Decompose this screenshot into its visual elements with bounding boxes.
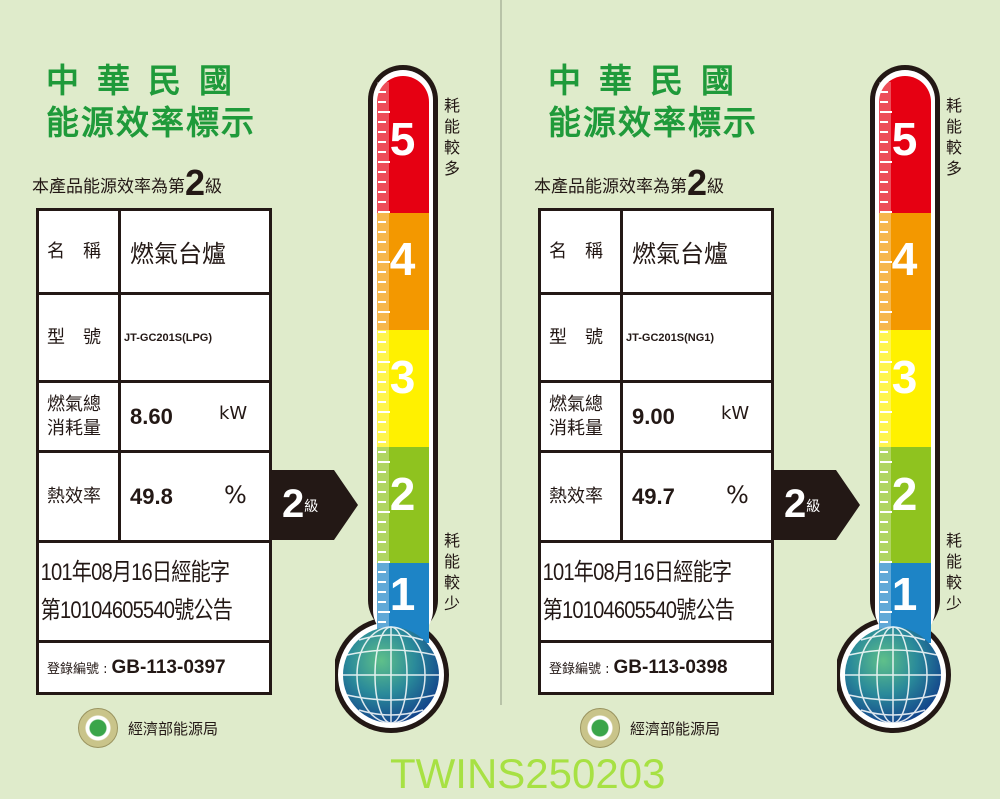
notice-line-1: 101年08月16日經能字 (542, 558, 732, 586)
model-value: JT-GC201S(NG1) (626, 331, 715, 344)
row-notice: 101年08月16日經能字 第10104605540號公告 (39, 543, 269, 643)
title-line-2: 能源效率標示 (46, 103, 256, 142)
grade-statement: 本產品能源效率為第2級 (32, 162, 222, 204)
row-model: 型 號 JT-GC201S(LPG) (39, 295, 269, 383)
efficiency-value: 49.8 (130, 483, 173, 509)
registration-label: 登錄編號 : (47, 661, 108, 677)
scale-1: 1 (891, 568, 918, 620)
grade-arrow-icon (774, 470, 860, 540)
scale-4: 4 (389, 233, 416, 285)
consumption-cell: 9.00 kW (626, 383, 771, 450)
grade-suffix: 級 (205, 177, 223, 197)
bureau-name: 經濟部能源局 (630, 719, 721, 738)
scale-3: 3 (389, 351, 416, 403)
spec-table: 名 稱 燃氣台爐 型 號 JT-GC201S(LPG) 燃氣總消耗量 8.60 k… (36, 208, 272, 695)
grade-arrow-text: 2級 (784, 482, 820, 527)
grade-value: 2 (687, 162, 708, 203)
name-value: 燃氣台爐 (130, 240, 226, 268)
label-divider (500, 0, 502, 705)
scale-4: 4 (891, 233, 918, 285)
efficiency-cell: 49.7% (626, 453, 771, 540)
row-consumption: 燃氣總消耗量 9.00 kW (541, 383, 771, 453)
efficiency-label: 熱效率 (541, 453, 623, 540)
consumption-label: 燃氣總消耗量 (39, 383, 121, 450)
row-efficiency: 熱效率 49.8% (39, 453, 269, 543)
arrow-grade: 2 (282, 482, 305, 526)
consumption-value: 9.00 (632, 403, 675, 429)
spec-table: 名 稱 燃氣台爐 型 號 JT-GC201S(NG1) 燃氣總消耗量 9.00 k… (538, 208, 774, 695)
bureau-seal-icon (78, 708, 118, 748)
registration-label: 登錄編號 : (549, 661, 610, 677)
model-label: 型 號 (541, 295, 623, 380)
more-consumption-text: 耗能較多 (444, 96, 461, 178)
efficiency-label: 熱效率 (39, 453, 121, 540)
registration-value: GB-113-0398 (613, 656, 728, 678)
efficiency-value: 49.7 (632, 483, 675, 509)
title-line-2: 能源效率標示 (548, 103, 758, 142)
title-line-1: 中華民國 (548, 61, 752, 100)
bureau-seal-icon (580, 708, 620, 748)
thermometer-graphic (333, 65, 449, 733)
registration: 登錄編號 : GB-113-0398 (541, 657, 728, 679)
scale-5: 5 (389, 113, 416, 165)
grade-suffix: 級 (707, 177, 725, 197)
watermark: TWINS250203 (390, 750, 666, 797)
model-value: JT-GC201S(LPG) (124, 331, 213, 344)
registration: 登錄編號 : GB-113-0397 (39, 657, 226, 679)
bureau-logo: 經濟部能源局 (580, 708, 720, 748)
registration-value: GB-113-0397 (111, 656, 226, 678)
arrow-suffix: 級 (304, 499, 319, 515)
row-consumption: 燃氣總消耗量 8.60 kW (39, 383, 269, 453)
bureau-logo: 經濟部能源局 (78, 708, 218, 748)
row-model: 型 號 JT-GC201S(NG1) (541, 295, 771, 383)
row-name: 名 稱 燃氣台爐 (39, 211, 269, 295)
thermometer: 5 4 3 2 1 (333, 62, 460, 742)
grade-prefix: 本產品能源效率為第 (534, 177, 687, 197)
grade-arrow-icon (272, 470, 358, 540)
energy-label: 中華民國 能源效率標示 本產品能源效率為第2級 名 稱 燃氣台爐 型 號 JT-… (32, 60, 461, 748)
efficiency-unit: % (224, 481, 247, 509)
energy-label: 中華民國 能源效率標示 本產品能源效率為第2級 名 稱 燃氣台爐 型 號 JT-… (502, 0, 1000, 799)
thermometer-graphic (835, 65, 951, 733)
thermometer: 5 4 3 2 1 (835, 62, 962, 742)
bureau-name: 經濟部能源局 (128, 719, 219, 738)
grade-value: 2 (185, 162, 206, 203)
consumption-unit: kW (219, 403, 248, 424)
notice-line-2: 第10104605540號公告 (542, 596, 735, 624)
model-label: 型 號 (39, 295, 121, 380)
row-registration: 登錄編號 : GB-113-0398 (541, 643, 771, 692)
notice-line-1: 101年08月16日經能字 (40, 558, 230, 586)
row-notice: 101年08月16日經能字 第10104605540號公告 (541, 543, 771, 643)
scale-2: 2 (891, 468, 918, 520)
less-consumption-text: 耗能較少 (946, 531, 963, 613)
grade-prefix: 本產品能源效率為第 (32, 177, 185, 197)
name-label: 名 稱 (39, 211, 121, 292)
row-registration: 登錄編號 : GB-113-0397 (39, 643, 269, 692)
scale-5: 5 (891, 113, 918, 165)
efficiency-unit: % (726, 481, 749, 509)
scale-2: 2 (389, 468, 416, 520)
row-name: 名 稱 燃氣台爐 (541, 211, 771, 295)
less-consumption-text: 耗能較少 (444, 531, 461, 613)
name-value: 燃氣台爐 (632, 240, 728, 268)
consumption-unit: kW (721, 403, 750, 424)
label-title: 中華民國 能源效率標示 (548, 60, 758, 144)
arrow-grade: 2 (784, 482, 807, 526)
grade-arrow-text: 2級 (282, 482, 318, 527)
scale-1: 1 (389, 568, 416, 620)
name-label: 名 稱 (541, 211, 623, 292)
notice-line-2: 第10104605540號公告 (40, 596, 233, 624)
consumption-value: 8.60 (130, 403, 173, 429)
efficiency-cell: 49.8% (124, 453, 269, 540)
arrow-suffix: 級 (806, 499, 821, 515)
scale-3: 3 (891, 351, 918, 403)
consumption-cell: 8.60 kW (124, 383, 269, 450)
row-efficiency: 熱效率 49.7% (541, 453, 771, 543)
consumption-label: 燃氣總消耗量 (541, 383, 623, 450)
grade-statement: 本產品能源效率為第2級 (534, 162, 724, 204)
title-line-1: 中華民國 (46, 61, 250, 100)
more-consumption-text: 耗能較多 (946, 96, 963, 178)
label-title: 中華民國 能源效率標示 (46, 60, 256, 144)
